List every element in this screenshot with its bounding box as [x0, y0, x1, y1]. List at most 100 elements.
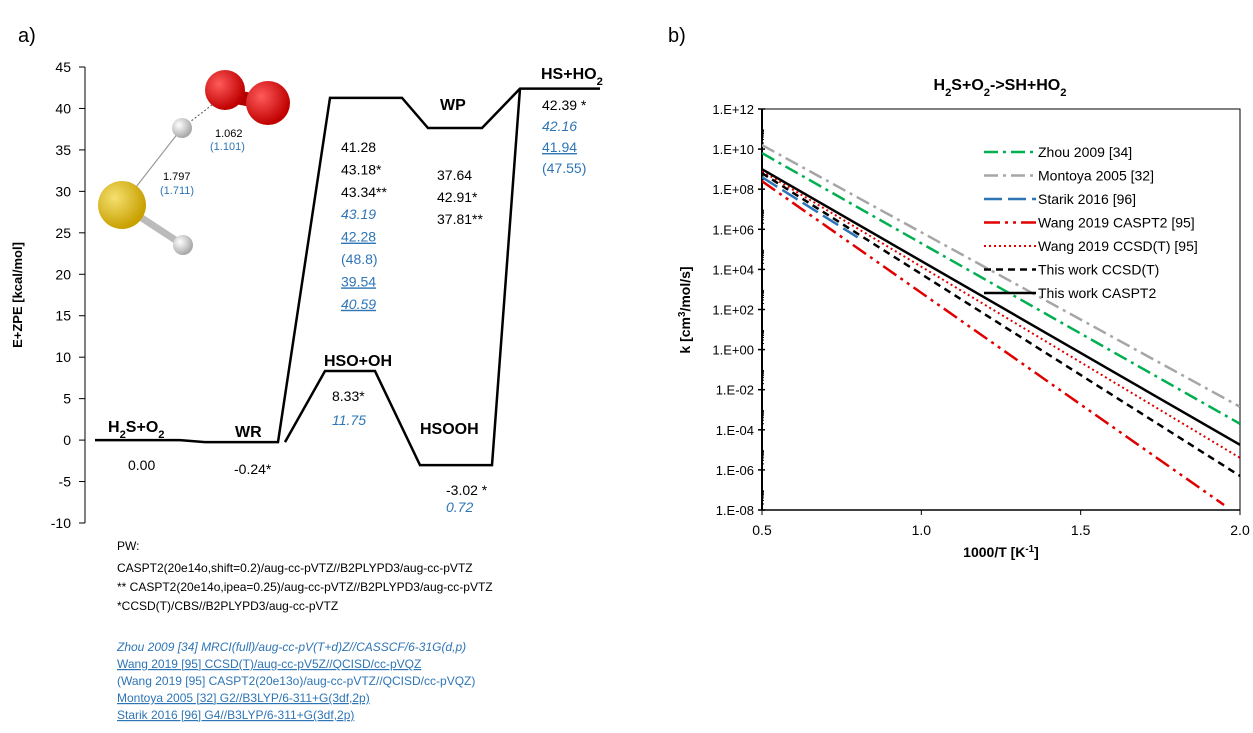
energy-value: 11.75 [332, 412, 366, 428]
series-line [762, 180, 1225, 507]
x-tick-label-b: 2.0 [1230, 522, 1250, 538]
series-line [762, 152, 1240, 425]
series-line [762, 172, 1240, 477]
profile-main [95, 87, 600, 444]
bond-length: 1.797 [163, 171, 191, 183]
energy-value: 37.81** [437, 211, 483, 227]
reference-legend-line: Starik 2016 [96] G4//B3LYP/6-311+G(3df,2… [117, 708, 354, 722]
energy-diagram: a) -10 -5 0 5 10 15 20 25 30 35 40 45 E+ZPE [kcal/mol… [10, 25, 603, 722]
text-part: ] [1034, 544, 1039, 560]
species-hso-oh: HSO+OH [324, 353, 392, 370]
x-tick-label-b: 1.5 [1071, 522, 1091, 538]
energy-value: (48.8) [341, 251, 378, 267]
reference-legend-line: Montoya 2005 [32] G2//B3LYP/6-311+G(3df,… [117, 691, 370, 705]
y-tick-label-a: 0 [63, 432, 71, 448]
y-tick-label-b: 1.E-04 [716, 423, 754, 438]
legend-label: Wang 2019 CASPT2 [95] [1038, 215, 1195, 231]
panel-label-b: b) [668, 25, 686, 47]
text-part: 1000/T [K [963, 544, 1025, 560]
species-wr: WR [235, 424, 262, 441]
legend-label: This work CCSD(T) [1038, 262, 1159, 278]
panel-label-a: a) [18, 25, 36, 47]
energy-value: 42.91* [437, 189, 478, 205]
energy-value: 41.28 [341, 139, 376, 155]
y-tick-label-a: 15 [55, 308, 71, 324]
energy-value: 39.54 [341, 273, 376, 289]
atom-o [205, 70, 245, 110]
bond-length: 1.062 [215, 128, 243, 140]
y-axis-title-b: k [cm3/mol/s] [677, 266, 694, 353]
series-line [762, 168, 1240, 446]
atom-h [172, 118, 192, 138]
text-part: 2 [120, 429, 126, 441]
legend-b: Zhou 2009 [34] Montoya 2005 [32] Starik 20… [984, 144, 1198, 301]
method-legend-title: PW: [117, 539, 139, 553]
atom-s [98, 181, 146, 229]
energy-value: 0.72 [446, 499, 473, 515]
energy-value: 42.28 [341, 229, 376, 245]
energy-value: 0.00 [128, 457, 155, 473]
text-part: -1 [1025, 544, 1034, 555]
legend-label: This work CASPT2 [1038, 285, 1156, 301]
text-part: 2 [945, 87, 951, 99]
x-tick-label-b: 1.0 [912, 522, 932, 538]
energy-value: 8.33* [332, 388, 365, 404]
y-tick-label-b: 1.E+08 [712, 182, 754, 197]
text-part: HS+HO [541, 66, 597, 83]
method-legend-line: *CCSD(T)/CBS//B2PLYPD3/aug-cc-pVTZ [117, 599, 338, 613]
y-tick-label-a: -5 [59, 474, 72, 490]
y-tick-label-b: 1.E-02 [716, 383, 754, 398]
x-tick-label-b: 0.5 [752, 522, 772, 538]
x-axis-title-b: 1000/T [K-1] [963, 544, 1039, 561]
legend-label: Zhou 2009 [34] [1038, 144, 1132, 160]
y-tick-label-a: 25 [55, 225, 71, 241]
series-line [762, 143, 1240, 408]
species-hs-ho2: HS+HO2 [541, 66, 603, 88]
legend-label: Wang 2019 CCSD(T) [95] [1038, 238, 1198, 254]
y-tick-label-a: 20 [55, 266, 71, 282]
text-part: S+O [951, 77, 983, 94]
y-tick-label-b: 1.E-06 [716, 463, 754, 478]
y-tick-label-a: 30 [55, 183, 71, 199]
bond-length-ref: (1.711) [160, 185, 194, 197]
energy-value: 43.34** [341, 184, 387, 200]
plot-area-b [761, 108, 1241, 511]
text-part: H [934, 77, 946, 94]
energy-value: 42.39 * [542, 97, 587, 113]
y-tick-label-b: 1.E+00 [712, 343, 754, 358]
legend-label: Montoya 2005 [32] [1038, 168, 1154, 184]
energy-value: -3.02 * [446, 482, 488, 498]
y-tick-label-b: 1.E+06 [712, 222, 754, 237]
reference-legend-line: Zhou 2009 [34] MRCI(full)/aug-cc-pV(T+d)… [116, 640, 466, 654]
y-tick-label-a: 45 [55, 59, 71, 75]
reference-legend-line: (Wang 2019 [95] CASPT2(20e13o)/aug-cc-pV… [117, 674, 475, 688]
text-part: /mol/s] [677, 266, 693, 311]
text-part: 2 [597, 76, 603, 88]
y-tick-label-a: 5 [63, 391, 71, 407]
energy-value: 40.59 [341, 296, 376, 312]
y-tick-label-b: 1.E+10 [712, 142, 754, 157]
text-part: 3 [677, 311, 688, 317]
y-tick-label-a: 35 [55, 142, 71, 158]
energy-value: (47.55) [542, 160, 586, 176]
text-part: ->SH+HO [990, 77, 1060, 94]
y-tick-label-a: 10 [55, 349, 71, 365]
y-tick-label-b: 1.E+04 [712, 262, 754, 277]
method-legend-line: CASPT2(20e14o,shift=0.2)/aug-cc-pVTZ//B2… [117, 561, 473, 575]
energy-value: 43.19 [341, 206, 376, 222]
text-part: 2 [158, 429, 164, 441]
text-part: H [108, 419, 120, 436]
y-axis-title-a: E+ZPE [kcal/mol] [10, 242, 25, 348]
text-part: 2 [984, 87, 990, 99]
energy-value: -0.24* [234, 461, 272, 477]
y-tick-label-b: 1.E+02 [712, 303, 754, 318]
energy-value: 43.18* [341, 161, 382, 177]
energy-value: 37.64 [437, 167, 472, 183]
species-wp: WP [440, 97, 466, 114]
legend-label: Starik 2016 [96] [1038, 191, 1136, 207]
atom-o [246, 81, 290, 125]
species-hsooh: HSOOH [420, 421, 479, 438]
text-part: k [cm [677, 317, 693, 354]
atom-h [173, 235, 193, 255]
